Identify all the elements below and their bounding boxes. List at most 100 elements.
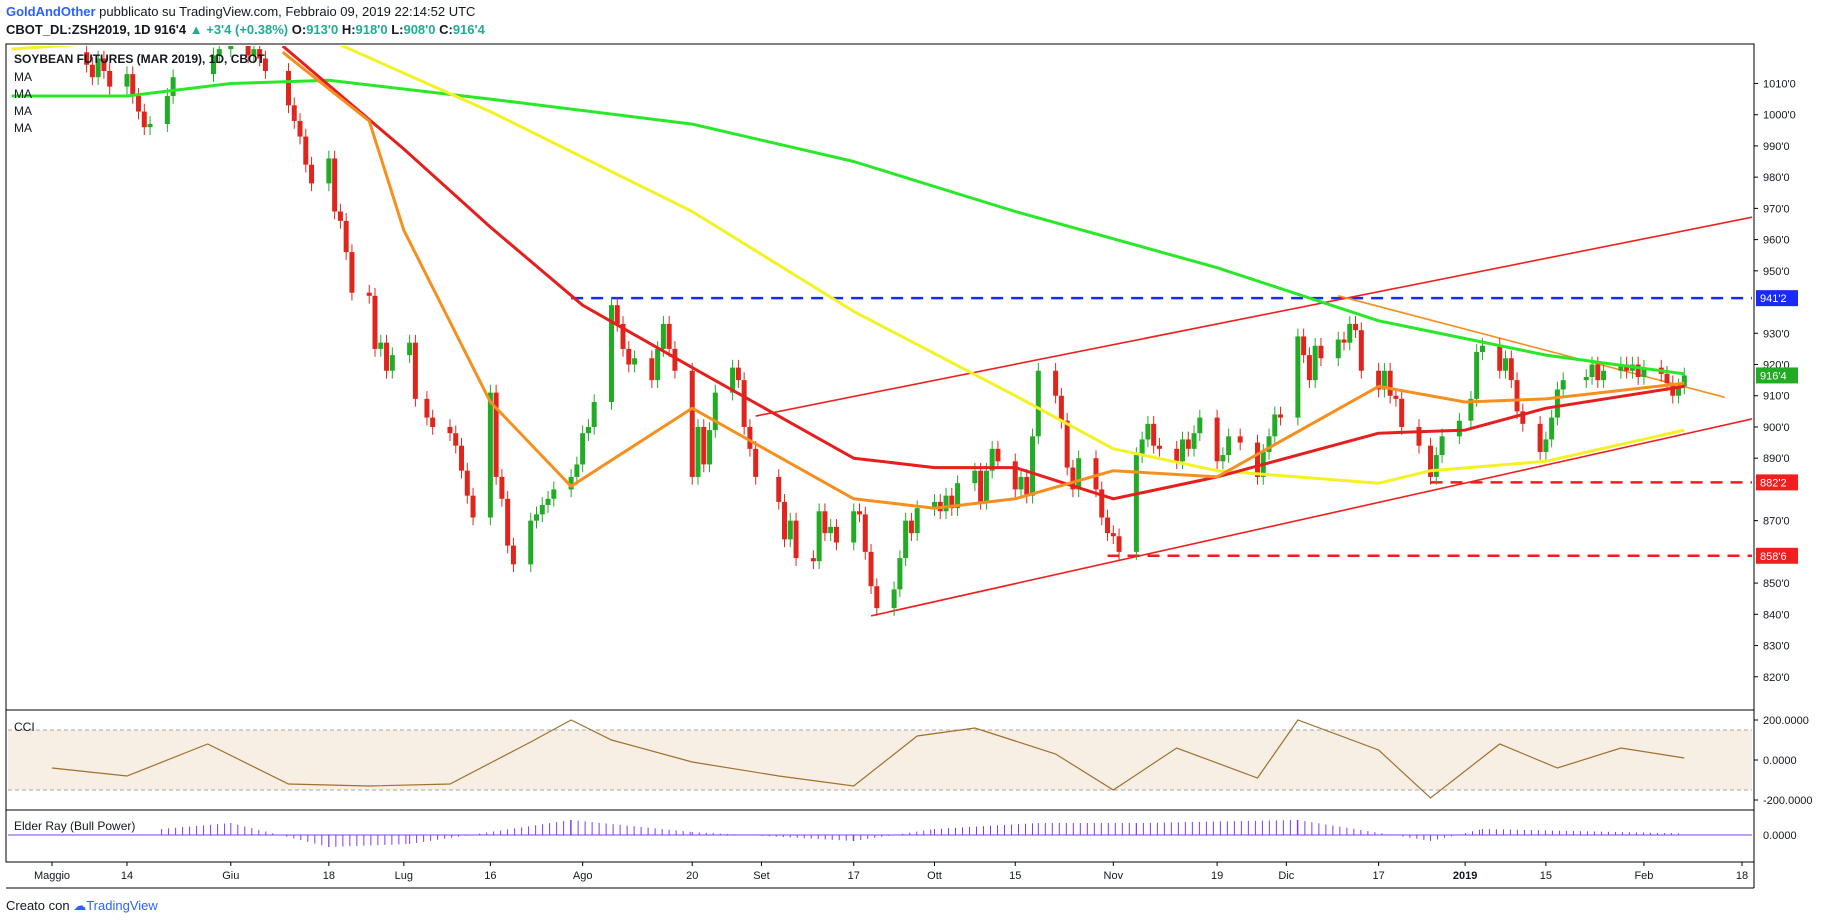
candle bbox=[1560, 380, 1566, 390]
candle bbox=[782, 501, 788, 540]
price-plot-area bbox=[11, 46, 1752, 617]
candle bbox=[857, 511, 863, 515]
time-tick-label: 18 bbox=[1736, 870, 1748, 882]
candle bbox=[1433, 455, 1439, 477]
candle bbox=[124, 74, 130, 87]
candle bbox=[1474, 352, 1480, 399]
candle bbox=[626, 348, 632, 365]
time-axis[interactable]: Maggio 14 Giu 18 Lug 16 Ago 20 Set 17 Ott 15 Nov 19 Di… bbox=[34, 862, 1748, 882]
legend-ma-4[interactable]: MA bbox=[14, 121, 32, 135]
candle bbox=[1439, 436, 1445, 456]
candle bbox=[620, 323, 626, 349]
tradingview-link[interactable]: TradingView bbox=[86, 898, 158, 913]
price-tick-label: 1000'0 bbox=[1763, 110, 1796, 122]
candle bbox=[1641, 367, 1647, 377]
candle bbox=[1278, 414, 1284, 418]
candle bbox=[1301, 336, 1307, 356]
close-value: 916'4 bbox=[452, 22, 485, 37]
candle bbox=[487, 392, 493, 518]
candle bbox=[1220, 455, 1226, 462]
candle bbox=[424, 398, 430, 418]
candle bbox=[1664, 373, 1670, 384]
candle bbox=[1105, 517, 1111, 534]
time-tick-label: 15 bbox=[1540, 870, 1552, 882]
time-tick-label: 17 bbox=[1372, 870, 1384, 882]
candle bbox=[1387, 370, 1393, 396]
candle bbox=[874, 586, 880, 609]
price-tick-label: 980'0 bbox=[1763, 172, 1790, 184]
candle bbox=[730, 367, 736, 393]
candle bbox=[372, 295, 378, 349]
footer: Creato con ☁TradingView bbox=[6, 898, 158, 914]
candle bbox=[810, 558, 816, 562]
price-tick-label: 1010'0 bbox=[1763, 78, 1796, 90]
price-label-bg bbox=[1756, 547, 1798, 564]
open-label: O: bbox=[291, 22, 307, 37]
candle bbox=[983, 470, 989, 502]
tradingview-logo-icon: ☁ bbox=[73, 898, 87, 913]
candle bbox=[1676, 386, 1682, 396]
bull-pane-frame bbox=[5, 809, 1755, 863]
legend-ma-3[interactable]: MA bbox=[14, 104, 32, 118]
candle bbox=[1093, 458, 1099, 490]
candle bbox=[747, 426, 753, 449]
candle bbox=[539, 505, 545, 515]
ma-line-4 bbox=[281, 51, 1685, 510]
candle bbox=[1099, 489, 1105, 518]
legend-ma-2[interactable]: MA bbox=[14, 87, 32, 101]
candle bbox=[510, 545, 516, 565]
candle bbox=[649, 358, 655, 381]
legend-ma-1[interactable]: MA bbox=[14, 70, 32, 84]
candle bbox=[551, 489, 557, 499]
candle bbox=[534, 514, 540, 521]
candle bbox=[1347, 323, 1353, 343]
candle bbox=[862, 514, 868, 552]
candle bbox=[1341, 339, 1347, 343]
candle bbox=[1318, 345, 1324, 359]
author-link[interactable]: GoldAndOther bbox=[6, 4, 96, 19]
candle bbox=[608, 305, 614, 402]
time-tick-label: Set bbox=[753, 870, 770, 882]
candle bbox=[1393, 395, 1399, 399]
bull-power-pane: 0.0000 bbox=[8, 820, 1797, 847]
price-tick-label: 970'0 bbox=[1763, 203, 1790, 215]
candle bbox=[580, 433, 586, 465]
candle bbox=[1468, 398, 1474, 421]
candle bbox=[332, 158, 338, 212]
candle bbox=[1214, 417, 1220, 462]
price-tick-label: 900'0 bbox=[1763, 422, 1790, 434]
candle bbox=[712, 392, 718, 431]
candle bbox=[245, 46, 251, 56]
price-tick-label: 950'0 bbox=[1763, 266, 1790, 278]
candle bbox=[707, 430, 713, 465]
candle bbox=[505, 498, 511, 546]
candle bbox=[1133, 455, 1139, 552]
price-tick-label: 820'0 bbox=[1763, 672, 1790, 684]
candle bbox=[689, 370, 695, 477]
candle bbox=[1549, 417, 1555, 440]
candle bbox=[545, 498, 551, 506]
time-tick-label: Giu bbox=[222, 870, 239, 882]
candle bbox=[285, 70, 291, 106]
candle bbox=[389, 355, 395, 371]
candle bbox=[833, 526, 839, 543]
price-tick-label: 850'0 bbox=[1763, 578, 1790, 590]
candle bbox=[499, 476, 505, 499]
publish-info: pubblicato su TradingView.com, Febbraio … bbox=[99, 4, 476, 19]
candle bbox=[1381, 370, 1387, 390]
candle bbox=[1399, 398, 1405, 427]
cci-pane: 200.0000 0.0000 -200.0000 bbox=[8, 715, 1813, 807]
candle bbox=[309, 164, 315, 184]
candle bbox=[891, 589, 897, 609]
candle bbox=[297, 120, 303, 137]
ma-line-1 bbox=[11, 78, 1685, 376]
candle bbox=[1197, 417, 1203, 434]
candle bbox=[1226, 436, 1232, 456]
candle bbox=[822, 511, 828, 534]
candle bbox=[493, 392, 499, 477]
candle bbox=[816, 511, 822, 562]
candle bbox=[989, 448, 995, 471]
candle bbox=[1035, 370, 1041, 437]
candle bbox=[793, 520, 799, 559]
